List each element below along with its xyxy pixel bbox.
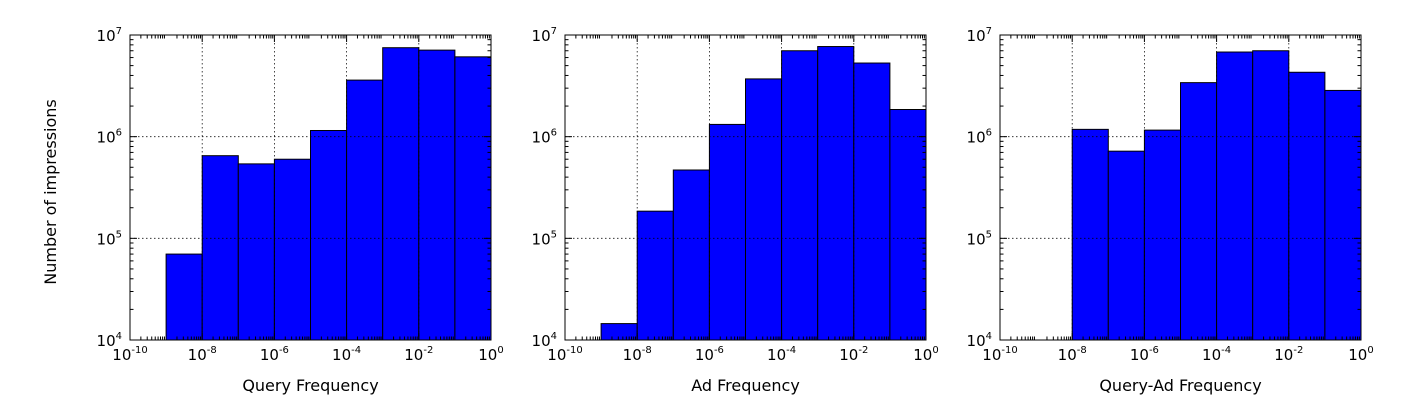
ad-frequency-bar-7 xyxy=(853,62,891,341)
query-ad-frequency-x-tick-label-5: 100 xyxy=(1348,345,1373,364)
query-ad-frequency-bar-6 xyxy=(1288,71,1326,341)
ad-frequency-y-tick-label-3: 107 xyxy=(532,26,557,45)
ad-frequency-y-tick-label-0: 104 xyxy=(532,331,557,350)
query-frequency-x-tick-label-2: 10-6 xyxy=(260,345,289,364)
query-ad-frequency-bar-7 xyxy=(1324,89,1362,341)
query-frequency-panel: 10-10 10-8 10-6 10-4 10-2 100 104 105 106 107 Quer… xyxy=(97,26,504,395)
query-frequency-x-tick-label-4: 10-2 xyxy=(404,345,433,364)
query-ad-frequency-x-tick-label-2: 10-6 xyxy=(1130,345,1159,364)
query-ad-frequency-x-tick-label-4: 10-2 xyxy=(1274,345,1303,364)
query-frequency-bar-0 xyxy=(165,253,203,341)
ad-frequency-bar-6 xyxy=(817,46,855,341)
query-ad-frequency-x-axis-label: Query-Ad Frequency xyxy=(1099,376,1261,395)
query-frequency-bar-4 xyxy=(310,129,348,341)
query-ad-frequency-x-tick-label-3: 10-4 xyxy=(1202,345,1231,364)
shared-y-axis-label: Number of impressions xyxy=(41,99,60,285)
query-ad-frequency-bar-2 xyxy=(1143,129,1182,341)
ad-frequency-bar-5 xyxy=(781,50,819,341)
query-frequency-axes-frame xyxy=(129,34,492,341)
ad-frequency-x-tick-label-3: 10-4 xyxy=(767,345,796,364)
query-frequency-y-tick-label-1: 105 xyxy=(97,229,122,248)
query-ad-frequency-bar-0 xyxy=(1071,128,1109,341)
query-ad-frequency-panel: 10-10 10-8 10-6 10-4 10-2 100 104 105 106 107 Quer… xyxy=(967,26,1374,395)
query-frequency-bar-6 xyxy=(382,47,420,341)
query-frequency-bar-7 xyxy=(418,49,456,341)
ad-frequency-x-tick-label-2: 10-6 xyxy=(695,345,724,364)
ad-frequency-axes-frame xyxy=(564,34,927,341)
query-frequency-x-tick-label-5: 100 xyxy=(478,345,503,364)
ad-frequency-x-tick-label-0: 10-10 xyxy=(547,345,582,364)
ad-frequency-x-tick-label-4: 10-2 xyxy=(839,345,868,364)
ad-frequency-bar-4 xyxy=(745,78,783,341)
query-ad-frequency-bar-5 xyxy=(1252,50,1290,341)
query-frequency-bar-5 xyxy=(346,79,384,341)
query-ad-frequency-y-tick-label-1: 105 xyxy=(967,229,992,248)
query-ad-frequency-bar-4 xyxy=(1216,51,1254,341)
query-frequency-x-tick-label-0: 10-10 xyxy=(112,345,147,364)
query-ad-frequency-x-tick-label-1: 10-8 xyxy=(1058,345,1087,364)
query-frequency-bar-1 xyxy=(201,155,239,341)
ad-frequency-bar-2 xyxy=(672,169,710,341)
ad-frequency-x-tick-label-1: 10-8 xyxy=(623,345,652,364)
query-ad-frequency-bar-3 xyxy=(1180,82,1218,341)
ad-frequency-y-tick-label-1: 105 xyxy=(532,229,557,248)
query-frequency-x-axis-label: Query Frequency xyxy=(242,376,378,395)
query-frequency-x-tick-label-1: 10-8 xyxy=(188,345,217,364)
ad-frequency-x-axis-label: Ad Frequency xyxy=(691,376,800,395)
ad-frequency-y-tick-label-2: 106 xyxy=(532,128,557,147)
query-ad-frequency-y-tick-label-0: 104 xyxy=(967,331,992,350)
query-ad-frequency-x-tick-label-0: 10-10 xyxy=(982,345,1017,364)
query-ad-frequency-y-tick-label-2: 106 xyxy=(967,128,992,147)
ad-frequency-bar-1 xyxy=(636,210,674,341)
ad-frequency-panel: 10-10 10-8 10-6 10-4 10-2 100 104 105 106 107 Ad F… xyxy=(532,26,939,395)
ad-frequency-bar-3 xyxy=(708,123,747,341)
ad-frequency-bar-8 xyxy=(889,109,927,341)
query-frequency-y-tick-label-3: 107 xyxy=(97,26,122,45)
query-ad-frequency-y-tick-label-3: 107 xyxy=(967,26,992,45)
query-frequency-x-tick-label-3: 10-4 xyxy=(332,345,361,364)
query-frequency-bar-2 xyxy=(237,163,275,341)
query-frequency-bar-3 xyxy=(273,158,311,341)
ad-frequency-x-tick-label-5: 100 xyxy=(913,345,938,364)
query-frequency-bar-8 xyxy=(454,56,492,341)
query-ad-frequency-bar-1 xyxy=(1107,150,1145,341)
query-frequency-y-tick-label-0: 104 xyxy=(97,331,122,350)
query-frequency-y-tick-label-2: 106 xyxy=(97,128,122,147)
query-ad-frequency-axes-frame xyxy=(999,34,1362,341)
